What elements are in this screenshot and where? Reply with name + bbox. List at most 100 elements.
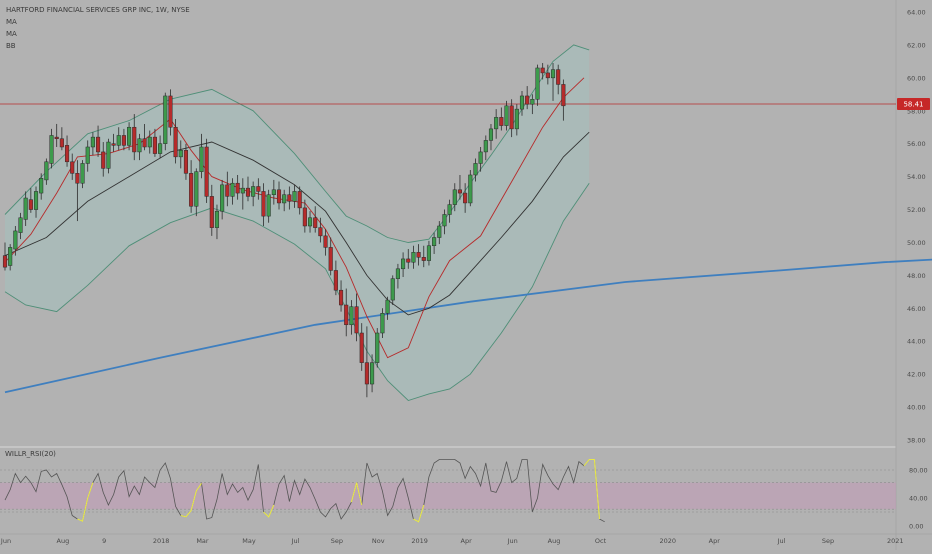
candle-body bbox=[468, 174, 473, 204]
candle bbox=[545, 64, 550, 85]
price-axis[interactable]: 64.00 62.00 60.00 58.00 56.00 54.00 52.00 50.00… bbox=[907, 9, 926, 445]
candle-body bbox=[85, 146, 90, 164]
time-tick-label: 2018 bbox=[153, 537, 170, 545]
candle bbox=[349, 300, 354, 335]
time-tick-label: Mar bbox=[196, 537, 209, 545]
candle-body bbox=[49, 135, 54, 164]
candle bbox=[142, 123, 147, 151]
candle bbox=[530, 94, 535, 115]
candle-body bbox=[561, 84, 566, 107]
candle bbox=[18, 212, 23, 240]
time-tick-label: Apr bbox=[709, 537, 721, 545]
oscillator-highlight bbox=[583, 458, 601, 520]
candle bbox=[519, 91, 525, 116]
candle-body bbox=[266, 194, 271, 217]
chart-legend: HARTFORD FINANCIAL SERVICES GRP INC, 1W,… bbox=[6, 4, 190, 52]
osc-tick-label: 80.00 bbox=[909, 467, 928, 475]
price-tick-label: 48.00 bbox=[907, 272, 926, 280]
candle-body bbox=[525, 95, 530, 105]
candles[interactable] bbox=[2, 63, 566, 398]
ma-long-line bbox=[4, 258, 932, 394]
candle-body bbox=[545, 72, 550, 79]
candle-body bbox=[111, 143, 116, 146]
candle-body bbox=[276, 189, 282, 204]
candle-body bbox=[209, 196, 214, 228]
indicator-ma-fast[interactable]: MA bbox=[6, 18, 17, 26]
candle bbox=[204, 138, 209, 203]
price-tick-label: 40.00 bbox=[907, 404, 926, 412]
price-tick-label: 58.00 bbox=[907, 107, 926, 115]
candle bbox=[158, 135, 163, 159]
candle bbox=[550, 63, 556, 101]
candle bbox=[39, 173, 44, 200]
time-tick-label: Aug bbox=[57, 537, 70, 545]
time-tick-label: Nov bbox=[372, 537, 385, 545]
osc-tick-label: 0.00 bbox=[909, 523, 923, 531]
candle-body bbox=[463, 192, 468, 204]
candle-body bbox=[173, 126, 178, 158]
candle bbox=[137, 133, 142, 161]
candle bbox=[152, 128, 157, 157]
candle-body bbox=[499, 117, 504, 126]
candle-body bbox=[432, 237, 437, 247]
price-tick-label: 38.00 bbox=[907, 437, 926, 445]
candle bbox=[385, 296, 390, 320]
candle-body bbox=[323, 235, 328, 248]
price-tick-label: 52.00 bbox=[907, 206, 926, 214]
candle-body bbox=[292, 191, 297, 202]
candle bbox=[127, 122, 132, 151]
last-price-text: 58.41 bbox=[903, 101, 923, 109]
candle bbox=[178, 140, 183, 169]
candle bbox=[44, 158, 49, 185]
symbol-title[interactable]: HARTFORD FINANCIAL SERVICES GRP INC, 1W,… bbox=[6, 6, 190, 14]
candle-body bbox=[442, 214, 447, 227]
oscillator-highlight bbox=[413, 504, 425, 523]
candle-body bbox=[452, 189, 457, 205]
candle-body bbox=[33, 191, 39, 210]
oscillator-highlight bbox=[263, 504, 275, 518]
price-tick-label: 56.00 bbox=[907, 140, 926, 148]
candle-body bbox=[483, 140, 488, 153]
candle bbox=[416, 244, 421, 266]
candle bbox=[132, 114, 137, 161]
candle bbox=[426, 240, 431, 266]
price-tick-label: 64.00 bbox=[907, 9, 926, 17]
time-tick-label: 2019 bbox=[411, 537, 428, 545]
candle bbox=[168, 89, 173, 136]
price-tick-label: 54.00 bbox=[907, 173, 926, 181]
time-tick-label: Jul bbox=[291, 537, 300, 545]
candle bbox=[80, 160, 85, 189]
candle bbox=[504, 100, 509, 131]
candle bbox=[473, 158, 478, 182]
time-tick-label: Jun bbox=[507, 537, 518, 545]
oscillator-title[interactable]: WILLR_RSI(20) bbox=[5, 450, 56, 458]
candle-body bbox=[370, 362, 375, 385]
candle bbox=[96, 125, 101, 157]
oscillator-axis[interactable]: 80.00 40.00 0.00 bbox=[909, 467, 928, 531]
candle bbox=[323, 229, 328, 256]
time-tick-label: May bbox=[242, 537, 256, 545]
time-tick-label: 9 bbox=[102, 537, 106, 545]
candle bbox=[230, 178, 235, 205]
indicator-ma-slow[interactable]: MA bbox=[6, 30, 17, 38]
time-tick-label: 2021 bbox=[887, 537, 904, 545]
indicator-bb[interactable]: BB bbox=[6, 42, 16, 50]
candle bbox=[406, 249, 411, 269]
candle-body bbox=[59, 138, 64, 148]
candle bbox=[194, 168, 199, 217]
candle bbox=[447, 199, 452, 223]
osc-tick-label: 40.00 bbox=[909, 495, 928, 503]
candle bbox=[49, 128, 54, 169]
candle bbox=[2, 242, 8, 271]
time-axis[interactable]: Jun Aug 9 2018 Mar May Jul Sep Nov 2019 Apr Jun Aug O… bbox=[0, 537, 904, 545]
candle-body bbox=[199, 146, 204, 172]
candle-body bbox=[339, 289, 344, 306]
candle-body bbox=[426, 245, 431, 261]
candle-body bbox=[2, 255, 8, 268]
candle bbox=[333, 260, 338, 296]
candle bbox=[463, 183, 468, 213]
candle bbox=[561, 79, 566, 121]
candle-body bbox=[556, 69, 561, 85]
